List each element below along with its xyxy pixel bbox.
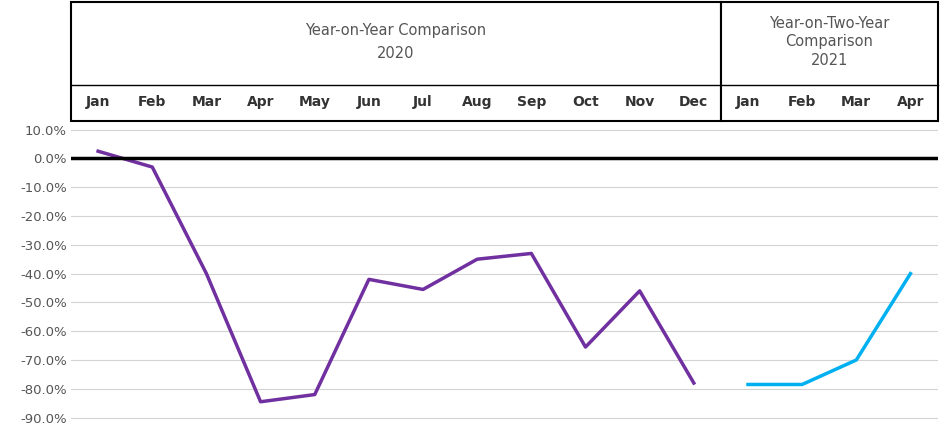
Text: May: May — [299, 95, 331, 108]
Text: Aug: Aug — [462, 95, 492, 108]
Text: Year-on-Two-Year: Year-on-Two-Year — [769, 16, 889, 31]
Text: Jan: Jan — [736, 95, 760, 108]
Text: Feb: Feb — [138, 95, 167, 108]
Text: Comparison: Comparison — [785, 34, 873, 48]
Text: 2021: 2021 — [811, 53, 848, 68]
Text: Apr: Apr — [247, 95, 275, 108]
Text: Jan: Jan — [86, 95, 111, 108]
Text: 2020: 2020 — [377, 47, 415, 61]
Text: Year-on-Year Comparison: Year-on-Year Comparison — [305, 23, 487, 38]
Text: Feb: Feb — [788, 95, 816, 108]
Text: Jul: Jul — [413, 95, 433, 108]
Text: Apr: Apr — [897, 95, 924, 108]
Text: Nov: Nov — [624, 95, 654, 108]
Text: Mar: Mar — [841, 95, 871, 108]
Text: Jun: Jun — [356, 95, 382, 108]
Text: Sep: Sep — [517, 95, 546, 108]
Text: Oct: Oct — [572, 95, 599, 108]
Text: Mar: Mar — [191, 95, 222, 108]
Text: Dec: Dec — [679, 95, 708, 108]
